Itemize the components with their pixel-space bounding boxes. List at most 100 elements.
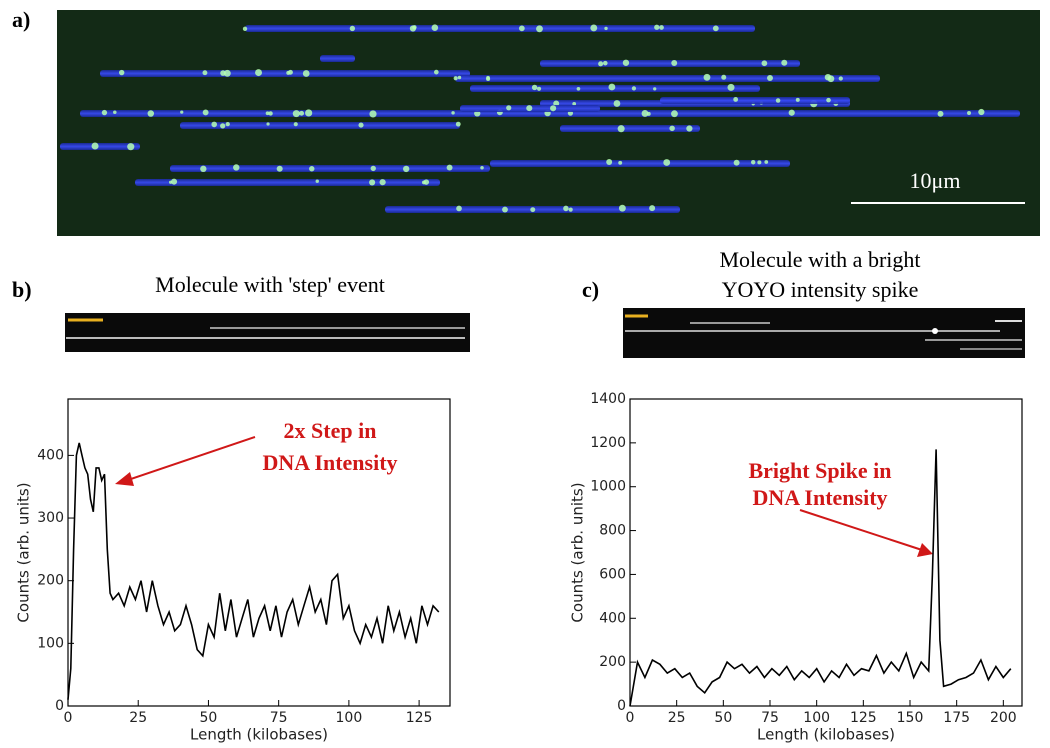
dna-strands	[60, 24, 1020, 213]
label-spot	[733, 97, 739, 102]
label-spot	[480, 165, 484, 170]
dna-strand	[455, 75, 880, 82]
label-spot	[526, 105, 533, 112]
label-spot	[604, 26, 608, 31]
x-tick-label: 0	[64, 710, 73, 726]
label-spot	[211, 121, 218, 128]
label-spot	[781, 59, 788, 66]
label-spot	[268, 111, 273, 116]
label-spot	[767, 75, 773, 81]
y-axis-label: Counts (arb. units)	[569, 482, 587, 622]
dna-strand	[560, 125, 700, 132]
label-spot	[412, 25, 417, 30]
label-spot	[671, 110, 678, 118]
annotation: DNA Intensity	[262, 450, 397, 475]
label-spot	[91, 142, 99, 150]
label-spot	[590, 24, 598, 32]
label-spot	[302, 70, 310, 77]
label-spot	[486, 76, 491, 82]
label-spot	[788, 109, 795, 116]
label-spot	[618, 204, 626, 212]
strip-spike	[932, 328, 938, 334]
scale-bar-label: 10μm	[910, 168, 961, 193]
x-tick-label: 75	[270, 710, 288, 726]
x-tick-label: 50	[200, 710, 218, 726]
label-spot	[531, 84, 538, 91]
x-tick-label: 175	[943, 710, 970, 726]
data-line	[67, 442, 440, 700]
label-spot	[530, 207, 536, 213]
x-tick-label: 100	[336, 710, 363, 726]
label-spot	[451, 111, 455, 115]
label-spot	[220, 70, 226, 76]
y-tick-label: 0	[617, 698, 626, 714]
label-spot	[518, 25, 525, 32]
y-tick-label: 400	[599, 610, 626, 626]
label-spot	[265, 111, 270, 116]
x-tick-label: 100	[803, 710, 830, 726]
label-spot	[649, 205, 656, 212]
label-spot	[646, 111, 651, 116]
panel-label: b)	[12, 277, 32, 302]
label-spot	[641, 110, 649, 117]
label-spot	[671, 60, 678, 66]
label-spot	[733, 159, 740, 166]
x-tick-label: 25	[129, 710, 147, 726]
plot-frame	[67, 398, 451, 707]
label-spot	[266, 122, 270, 126]
panel-label: c)	[582, 277, 599, 302]
dna-strand	[60, 143, 140, 150]
x-tick-label: 75	[761, 710, 779, 726]
y-tick-label: 100	[37, 635, 64, 651]
label-spot	[750, 160, 756, 165]
label-spot	[276, 165, 283, 172]
label-spot	[180, 110, 184, 114]
label-spot	[757, 160, 762, 165]
label-spot	[795, 97, 800, 102]
label-spot	[118, 69, 125, 76]
label-spot	[455, 121, 461, 127]
plot-frame	[629, 398, 1023, 707]
dna-strand	[320, 55, 355, 62]
label-spot	[654, 24, 660, 30]
label-spot	[712, 25, 719, 32]
label-spot	[255, 69, 263, 77]
label-spot	[147, 110, 155, 117]
label-spot	[536, 86, 542, 91]
label-spot	[631, 86, 637, 91]
label-spot	[506, 105, 512, 111]
annotation: 2x Step in	[284, 418, 377, 443]
dna-strand	[245, 25, 755, 32]
label-spot	[358, 122, 364, 128]
label-spot	[502, 206, 508, 213]
arrow-head	[917, 543, 933, 557]
label-spot	[223, 69, 231, 77]
label-spot	[602, 60, 608, 66]
label-spot	[453, 76, 458, 81]
y-tick-label: 300	[37, 510, 64, 526]
label-spot	[369, 179, 376, 186]
label-spot	[622, 59, 630, 66]
label-spot	[202, 109, 209, 116]
annotation: DNA Intensity	[752, 485, 887, 510]
label-spot	[200, 165, 207, 173]
dna-strand	[100, 70, 470, 77]
label-spot	[536, 25, 543, 33]
x-tick-label: 125	[406, 710, 433, 726]
dna-strand	[180, 122, 460, 129]
panel-caption: Molecule with a bright	[719, 247, 920, 272]
y-tick-label: 1200	[590, 435, 626, 451]
x-tick-label: 25	[668, 710, 686, 726]
label-spot	[703, 73, 711, 81]
label-spot	[978, 108, 985, 116]
label-spot	[653, 87, 657, 91]
label-spot	[288, 69, 293, 75]
kymo-strip	[65, 313, 470, 352]
annotation-arrow	[124, 436, 256, 482]
label-spot	[764, 160, 769, 164]
y-axis-label: Counts (arb. units)	[15, 482, 33, 622]
x-tick-label: 125	[850, 710, 877, 726]
label-spot	[568, 207, 573, 212]
label-spot	[456, 205, 462, 212]
label-spot	[618, 160, 623, 165]
